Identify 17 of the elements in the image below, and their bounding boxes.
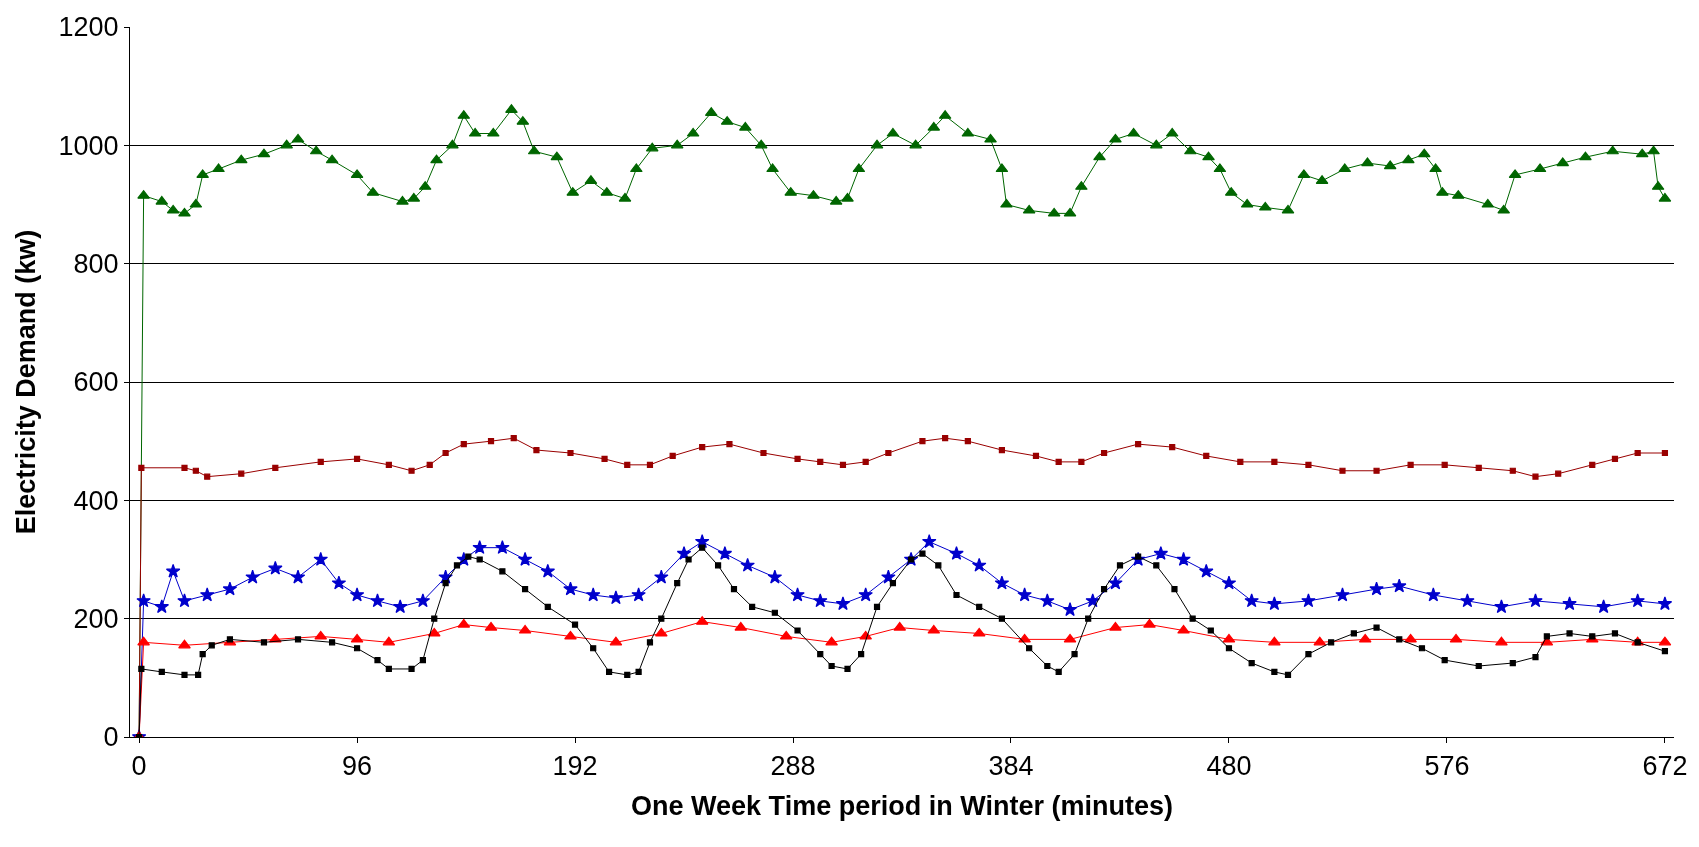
y-tick-label: 600 [73, 367, 119, 398]
y-tick-label: 1000 [58, 130, 119, 161]
y-tick-label: 200 [73, 604, 119, 635]
x-tick-label: 192 [552, 751, 598, 782]
y-tick-label: 1200 [58, 12, 119, 43]
x-tick-label: 672 [1642, 751, 1688, 782]
x-tick-label: 384 [988, 751, 1034, 782]
x-tick-label: 288 [770, 751, 816, 782]
y-axis-title: Electricity Demand (kw) [10, 229, 41, 535]
x-tick-label: 96 [342, 751, 373, 782]
x-tick-label: 480 [1206, 751, 1252, 782]
y-tick-label: 800 [73, 249, 119, 280]
x-axis-title: One Week Time period in Winter (minutes) [631, 790, 1173, 821]
x-tick-label: 0 [131, 751, 147, 782]
y-tick-label: 0 [103, 722, 119, 753]
y-tick-label: 400 [73, 485, 119, 516]
x-tick-label: 576 [1424, 751, 1470, 782]
